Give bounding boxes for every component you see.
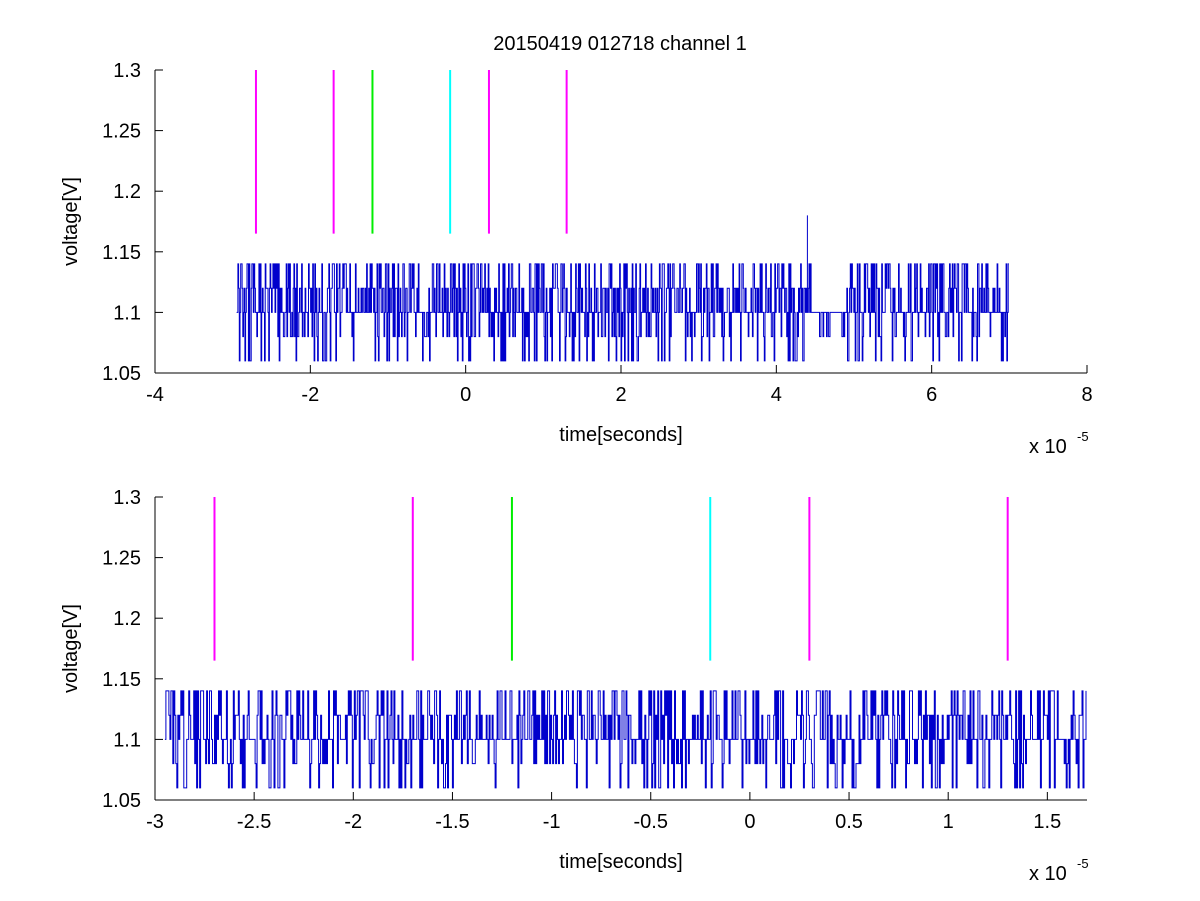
signal-trace xyxy=(164,690,1087,789)
x-tick-label: -1.5 xyxy=(435,811,469,833)
y-tick-label: 1.3 xyxy=(113,60,141,82)
x-tick-label: -2.5 xyxy=(237,811,271,833)
x-tick-label: -3 xyxy=(146,811,164,833)
y-axis-label: voltage[V] xyxy=(60,177,82,266)
y-tick-label: 1.3 xyxy=(113,487,141,509)
x-exponent-label: x 10 xyxy=(1029,863,1067,885)
x-tick-label: 6 xyxy=(926,384,937,406)
signal-trace xyxy=(236,215,1009,362)
y-axis-label: voltage[V] xyxy=(60,604,82,693)
x-axis-label: time[seconds] xyxy=(559,851,682,873)
x-tick-label: 0 xyxy=(460,384,471,406)
x-tick-label: 4 xyxy=(771,384,782,406)
y-tick-label: 1.1 xyxy=(113,729,141,751)
x-tick-label: -2 xyxy=(301,384,319,406)
y-tick-label: 1.2 xyxy=(113,608,141,630)
y-tick-label: 1.05 xyxy=(102,790,141,812)
y-tick-label: 1.25 xyxy=(102,121,141,143)
x-exponent-power: -5 xyxy=(1077,429,1089,444)
x-tick-label: 2 xyxy=(615,384,626,406)
x-tick-label: -1 xyxy=(543,811,561,833)
x-tick-label: 8 xyxy=(1081,384,1092,406)
y-tick-label: 1.15 xyxy=(102,242,141,264)
x-tick-label: 1.5 xyxy=(1033,811,1061,833)
x-tick-label: 0.5 xyxy=(835,811,863,833)
y-tick-label: 1.05 xyxy=(102,363,141,385)
y-tick-label: 1.15 xyxy=(102,669,141,691)
x-tick-label: 1 xyxy=(943,811,954,833)
bottom-panel: -3 -2.5 -2 -1.5 -1 -0.5 0 0.5 1 1.5 1.05 1.1 1.15 1.2… xyxy=(60,487,1089,885)
y-tick-label: 1.25 xyxy=(102,548,141,570)
top-panel: -4 -2 0 2 4 6 8 1.05 1.1 1.15 1.2 1.25 1.3 time[secon… xyxy=(60,60,1093,458)
x-tick-label: -2 xyxy=(344,811,362,833)
x-axis-label: time[seconds] xyxy=(559,424,682,446)
chart-title: 20150419 012718 channel 1 xyxy=(493,33,747,55)
y-tick-label: 1.1 xyxy=(113,302,141,324)
x-exponent-label: x 10 xyxy=(1029,436,1067,458)
x-tick-label: -0.5 xyxy=(634,811,668,833)
y-tick-label: 1.2 xyxy=(113,181,141,203)
x-tick-label: -4 xyxy=(146,384,164,406)
x-tick-label: 0 xyxy=(744,811,755,833)
x-exponent-power: -5 xyxy=(1077,856,1089,871)
